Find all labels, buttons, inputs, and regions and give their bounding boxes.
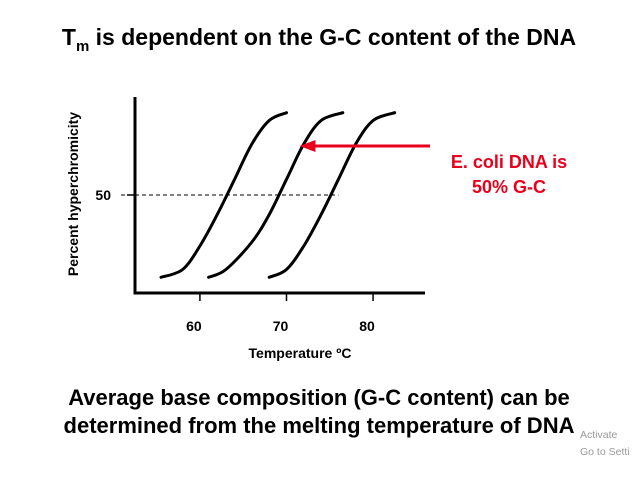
title-t: T <box>61 24 76 50</box>
bottom-caption-line-2: determined from the melting temperature … <box>63 413 575 438</box>
watermark-line-1: Activate <box>580 429 618 441</box>
annotation-line-2: 50% G-C <box>472 177 546 197</box>
watermark-line-2: Go to Setti <box>580 446 630 458</box>
x-tick-label-80: 80 <box>359 318 375 334</box>
bottom-caption-line-1: Average base composition (G-C content) c… <box>68 385 570 410</box>
title-subscript: m <box>75 38 90 55</box>
x-tick-label-70: 70 <box>273 318 289 334</box>
activation-watermark: Activate Go to Setti <box>580 427 638 461</box>
x-tick-label-60: 60 <box>186 318 202 334</box>
annotation-line-1: E. coli DNA is <box>451 152 567 172</box>
x-axis-label: Temperature ºC <box>249 345 352 361</box>
slide-title: Tm is dependent on the G-C content of th… <box>0 24 638 55</box>
y-tick-label-50: 50 <box>95 187 111 203</box>
y-axis-label: Percent hyperchromicity <box>65 112 81 276</box>
bottom-caption: Average base composition (G-C content) c… <box>0 384 638 440</box>
melting-curve-curve-1 <box>159 111 288 279</box>
melting-curve-curve-3 <box>267 111 397 279</box>
melting-curve-curve-2 <box>207 111 345 279</box>
title-rest: is dependent on the G-C content of the D… <box>89 24 577 50</box>
annotation-arrow-head <box>299 140 316 152</box>
